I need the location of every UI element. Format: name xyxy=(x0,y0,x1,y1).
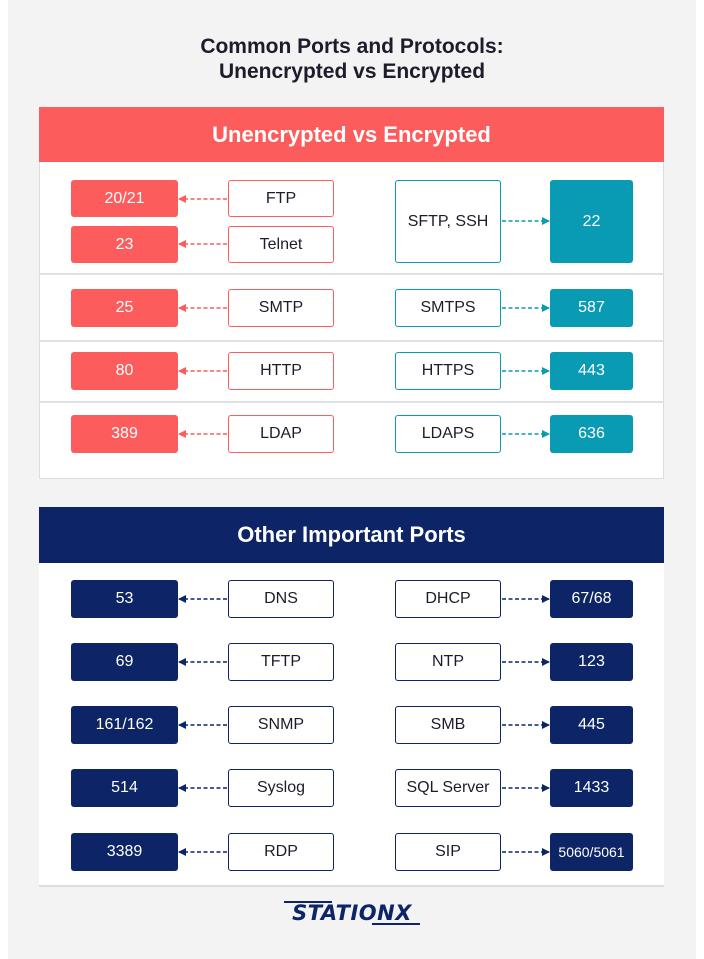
protocol-box-syslog: Syslog xyxy=(228,769,334,807)
protocol-box-sftp-ssh: SFTP, SSH xyxy=(395,180,501,263)
protocol-box-dns: DNS xyxy=(228,580,334,618)
port-box-snmp: 161/162 xyxy=(71,706,178,744)
port-box-smtps: 587 xyxy=(550,289,633,327)
port-box-tftp: 69 xyxy=(71,643,178,681)
logo-bottom-line xyxy=(372,923,420,925)
port-box-smtp: 25 xyxy=(71,289,178,327)
port-box-ntp: 123 xyxy=(550,643,633,681)
protocol-box-snmp: SNMP xyxy=(228,706,334,744)
stationx-logo: STATIONX xyxy=(282,898,422,928)
protocol-box-sip: SIP xyxy=(395,833,501,871)
port-box-sql-server: 1433 xyxy=(550,769,633,807)
page-title: Common Ports and Protocols: Unencrypted … xyxy=(0,34,704,84)
port-box-sftp-ssh: 22 xyxy=(550,180,633,263)
protocol-box-smb: SMB xyxy=(395,706,501,744)
port-box-ftp: 20/21 xyxy=(71,180,178,217)
row-separator xyxy=(39,401,664,403)
port-box-dhcp: 67/68 xyxy=(550,580,633,618)
protocol-box-http: HTTP xyxy=(228,352,334,390)
section-header-other-important-ports: Other Important Ports xyxy=(39,507,664,563)
port-box-dns: 53 xyxy=(71,580,178,618)
port-box-smb: 445 xyxy=(550,706,633,744)
protocol-box-dhcp: DHCP xyxy=(395,580,501,618)
title-line-1: Common Ports and Protocols: xyxy=(200,35,504,58)
port-box-sip: 5060/5061 xyxy=(550,833,633,871)
logo-top-line xyxy=(284,901,332,903)
protocol-box-smtps: SMTPS xyxy=(395,289,501,327)
port-box-telnet: 23 xyxy=(71,226,178,263)
protocol-box-telnet: Telnet xyxy=(228,226,334,263)
protocol-box-ldaps: LDAPS xyxy=(395,415,501,453)
protocol-box-https: HTTPS xyxy=(395,352,501,390)
port-box-rdp: 3389 xyxy=(71,833,178,871)
protocol-box-rdp: RDP xyxy=(228,833,334,871)
protocol-box-smtp: SMTP xyxy=(228,289,334,327)
protocol-box-ldap: LDAP xyxy=(228,415,334,453)
port-box-syslog: 514 xyxy=(71,769,178,807)
port-box-https: 443 xyxy=(550,352,633,390)
row-separator xyxy=(39,273,664,275)
row-separator xyxy=(39,340,664,342)
protocol-box-ntp: NTP xyxy=(395,643,501,681)
port-box-ldaps: 636 xyxy=(550,415,633,453)
protocol-box-sql-server: SQL Server xyxy=(395,769,501,807)
title-line-2: Unencrypted vs Encrypted xyxy=(218,60,486,83)
port-box-ldap: 389 xyxy=(71,415,178,453)
logo-text: STATIONX xyxy=(292,901,412,925)
port-box-http: 80 xyxy=(71,352,178,390)
protocol-box-tftp: TFTP xyxy=(228,643,334,681)
section-header-unencrypted-vs-encrypted: Unencrypted vs Encrypted xyxy=(39,107,664,162)
protocol-box-ftp: FTP xyxy=(228,180,334,217)
